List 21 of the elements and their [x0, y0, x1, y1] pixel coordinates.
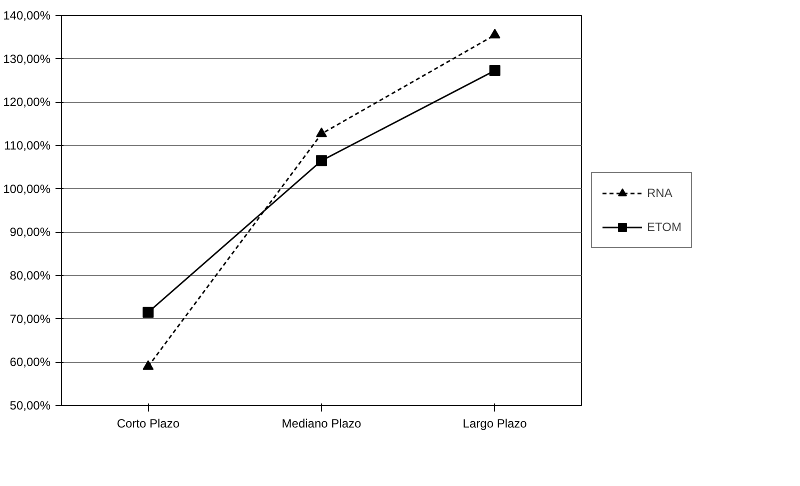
point — [489, 28, 500, 38]
x-tick-label: Mediano Plazo — [282, 416, 362, 430]
y-tick-label: 120,00% — [3, 95, 51, 110]
y-tick-label: 90,00% — [10, 225, 51, 240]
point — [489, 65, 500, 76]
y-tick-label: 50,00% — [10, 398, 51, 412]
point — [316, 128, 327, 138]
legend-label: RNA — [647, 186, 672, 200]
y-tick-label: 70,00% — [10, 312, 51, 326]
point — [142, 306, 154, 318]
y-tick-label: 110,00% — [4, 138, 51, 152]
x-tick-label: Largo Plazo — [462, 416, 528, 430]
y-tick-label: 80,00% — [10, 268, 51, 282]
legend-label: ETOM — [647, 220, 682, 234]
x-tick-label: Corto Plazo — [116, 416, 180, 430]
y-tick-label: 140,00% — [3, 8, 51, 22]
point — [316, 155, 327, 166]
point — [142, 360, 154, 370]
y-tick-label: 130,00% — [3, 52, 51, 66]
y-tick-label: 60,00% — [10, 355, 51, 370]
y-tick-label: 100,00% — [3, 182, 51, 196]
